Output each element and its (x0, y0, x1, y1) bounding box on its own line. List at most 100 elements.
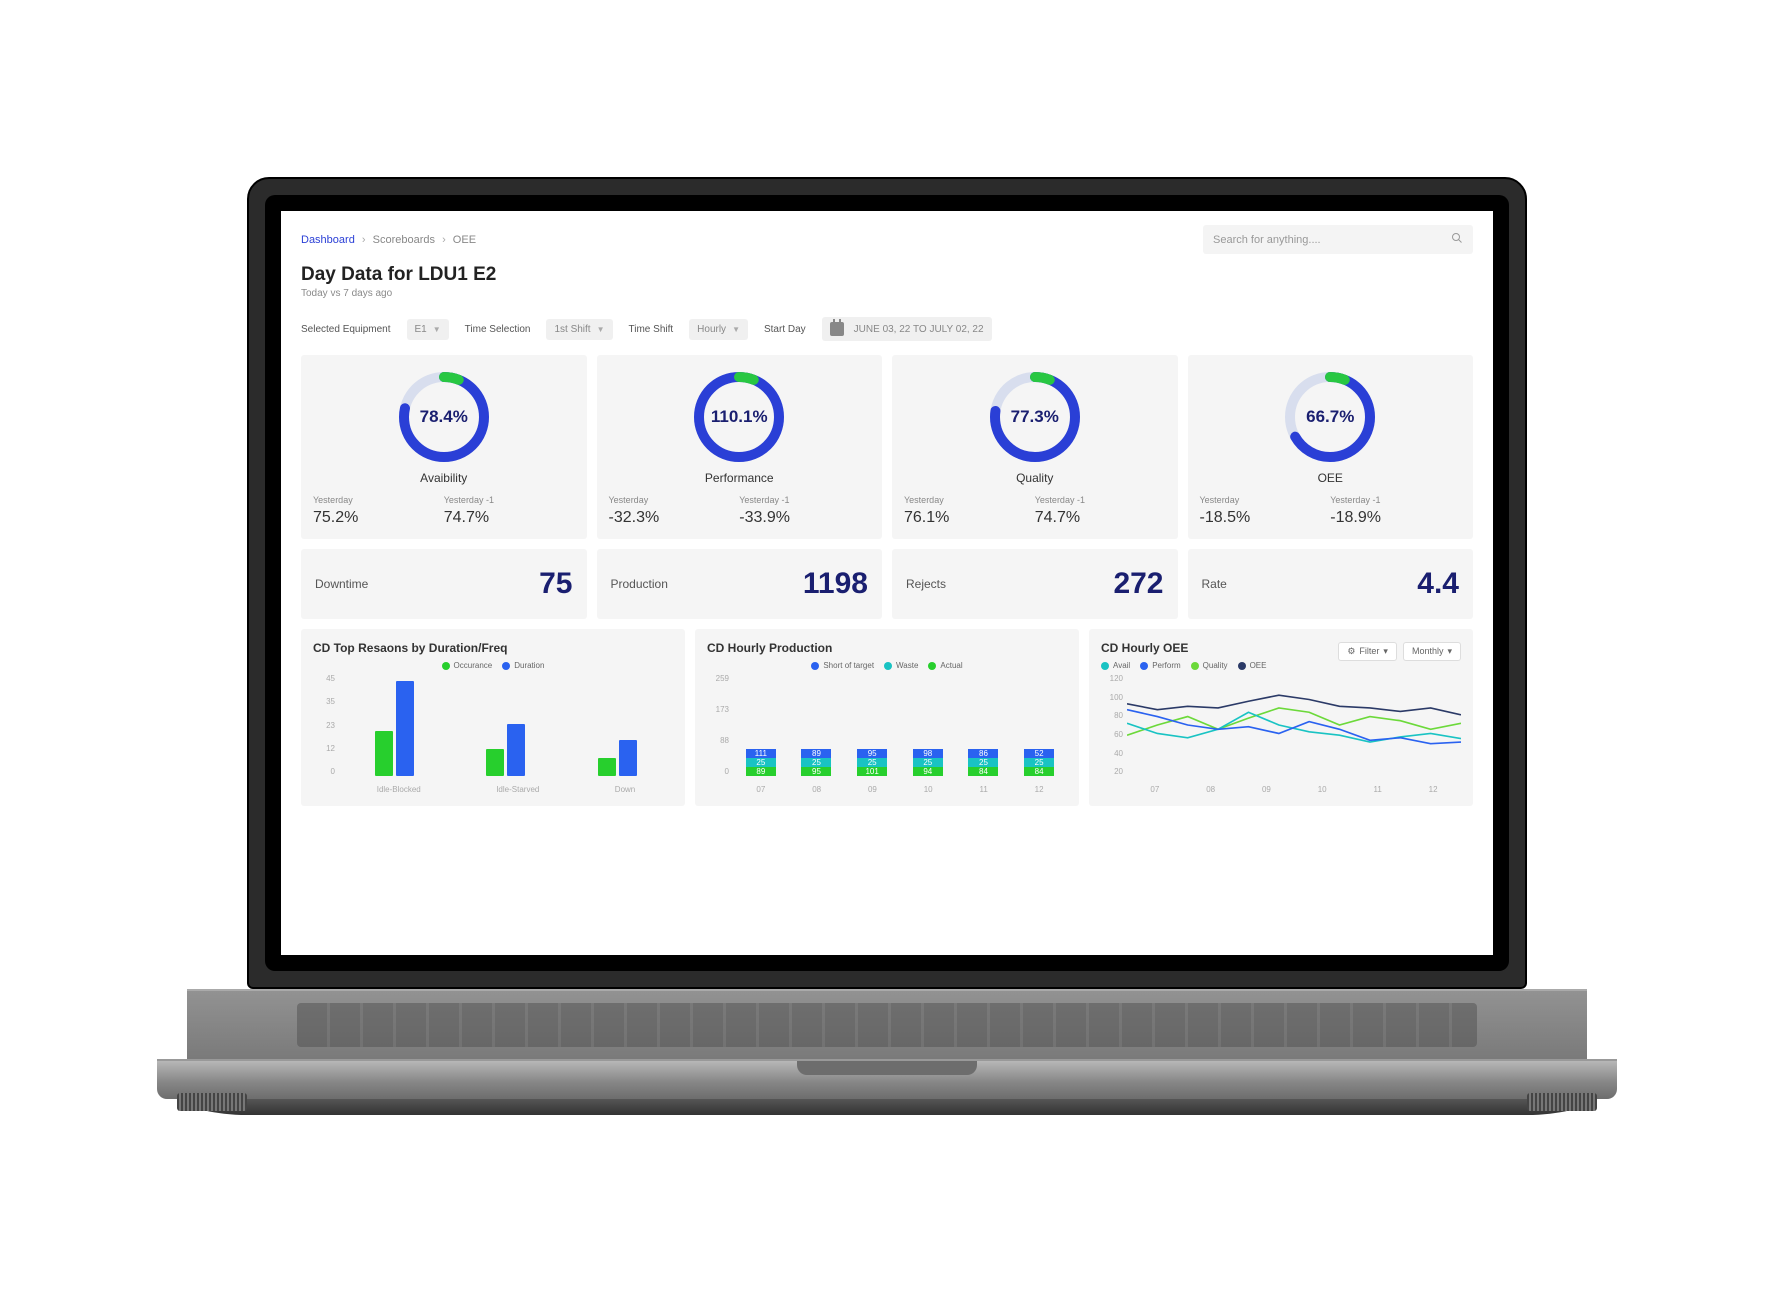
equipment-select[interactable]: E1▼ (407, 319, 449, 340)
yesterday-m1-label: Yesterday -1 (1035, 495, 1166, 505)
seg-short: 95 (857, 749, 887, 758)
chart-reasons-plot: 453523120 Idle-BlockedIdle-StarvedDown (313, 674, 673, 794)
breadcrumb-scoreboards[interactable]: Scoreboards (373, 234, 435, 246)
chevron-down-icon: ▼ (433, 325, 441, 334)
legend-item: Waste (884, 661, 918, 670)
stat-name: Production (611, 577, 668, 591)
time-selection-select[interactable]: 1st Shift▼ (546, 319, 612, 340)
date-range-picker[interactable]: JUNE 03, 22 TO JULY 02, 22 (822, 317, 992, 341)
x-tick: 10 (924, 785, 933, 794)
yesterday-label: Yesterday (609, 495, 740, 505)
stat-card-production: Production 1198 (597, 549, 883, 619)
stat-value: 1198 (803, 567, 868, 601)
y-tick: 0 (313, 767, 335, 776)
yesterday-m1-label: Yesterday -1 (444, 495, 575, 505)
search-placeholder: Search for anything.... (1213, 234, 1321, 246)
chart-reasons-title: CD Top Resaons by Duration/Freq (313, 641, 673, 655)
chart-production-plot: 259173880 89 25 111 95 25 89 101 25 95 9… (707, 674, 1067, 794)
gauge-value: 78.4% (394, 367, 494, 467)
gauge-label: Quality (904, 471, 1166, 485)
legend-item: Short of target (811, 661, 874, 670)
chevron-down-icon: ▾ (1383, 646, 1388, 657)
gauge-cards-row: 78.4% Avaibility Yesterday 75.2% Yesterd… (301, 355, 1473, 539)
seg-actual: 84 (968, 767, 998, 776)
bar-group (598, 674, 637, 776)
time-shift-select[interactable]: Hourly▼ (689, 319, 748, 340)
y-tick: 259 (707, 674, 729, 683)
filter-label-time-selection: Time Selection (465, 324, 531, 335)
stat-name: Rejects (906, 577, 946, 591)
seg-actual: 101 (857, 767, 887, 776)
gauge-oee: 66.7% (1280, 367, 1380, 467)
yesterday-m1-value: 74.7% (444, 509, 575, 527)
chevron-right-icon: › (362, 234, 366, 246)
stat-card-rejects: Rejects 272 (892, 549, 1178, 619)
gauge-value: 77.3% (985, 367, 1085, 467)
x-tick: 11 (1373, 785, 1381, 794)
x-tick: 08 (812, 785, 821, 794)
seg-actual: 94 (913, 767, 943, 776)
chart-production-title: CD Hourly Production (707, 641, 1067, 655)
search-input[interactable]: Search for anything.... (1203, 225, 1473, 254)
x-tick: 09 (1262, 785, 1271, 794)
legend-item: OEE (1238, 661, 1267, 670)
y-tick: 20 (1101, 767, 1123, 776)
charts-row: CD Top Resaons by Duration/Freq Occuranc… (301, 629, 1473, 806)
yesterday-label: Yesterday (904, 495, 1035, 505)
yesterday-label: Yesterday (1200, 495, 1331, 505)
x-tick: 09 (868, 785, 877, 794)
seg-waste: 25 (857, 758, 887, 767)
yesterday-value: -18.5% (1200, 509, 1331, 527)
gauge-value: 110.1% (689, 367, 789, 467)
bar-group (486, 674, 525, 776)
chart-production-card: CD Hourly Production Short of target Wast… (695, 629, 1079, 806)
filter-icon: ⚙ (1347, 646, 1355, 657)
chevron-down-icon: ▼ (732, 325, 740, 334)
gauge-card-quality: 77.3% Quality Yesterday 76.1% Yesterday … (892, 355, 1178, 539)
gauge-performance: 110.1% (689, 367, 789, 467)
x-tick: 07 (756, 785, 765, 794)
seg-short: 89 (801, 749, 831, 758)
gauge-quality: 77.3% (985, 367, 1085, 467)
y-tick: 0 (707, 767, 729, 776)
bar-occurance (375, 731, 393, 776)
x-tick: 12 (1429, 785, 1438, 794)
seg-short: 111 (746, 749, 776, 758)
search-icon (1451, 232, 1463, 247)
stat-name: Rate (1202, 577, 1227, 591)
yesterday-value: 75.2% (313, 509, 444, 527)
x-tick: Idle-Blocked (377, 785, 421, 794)
stat-value: 75 (539, 567, 572, 601)
y-tick: 80 (1101, 711, 1123, 720)
stat-card-rate: Rate 4.4 (1188, 549, 1474, 619)
x-tick: Down (615, 785, 635, 794)
y-tick: 100 (1101, 693, 1123, 702)
x-tick: 10 (1318, 785, 1327, 794)
x-tick: 12 (1035, 785, 1044, 794)
seg-waste: 25 (968, 758, 998, 767)
x-tick: 08 (1206, 785, 1215, 794)
gauge-card-performance: 110.1% Performance Yesterday -32.3% Yest… (597, 355, 883, 539)
gauge-label: Performance (609, 471, 871, 485)
bar-duration (396, 681, 414, 776)
breadcrumb-oee[interactable]: OEE (453, 234, 476, 246)
chart-oee-period-select[interactable]: Monthly▾ (1403, 642, 1461, 661)
bar-group (375, 674, 414, 776)
stacked-bar: 94 25 98 (913, 749, 943, 776)
x-tick: 07 (1150, 785, 1159, 794)
stacked-bar: 101 25 95 (857, 749, 887, 776)
stacked-bar: 95 25 89 (801, 749, 831, 776)
legend-item: Actual (928, 661, 962, 670)
page-title: Day Data for LDU1 E2 (301, 264, 1473, 286)
chart-production-legend: Short of target Waste Actual (707, 661, 1067, 670)
chart-oee-legend: AvailPerformQualityOEE (1101, 661, 1461, 670)
seg-short: 86 (968, 749, 998, 758)
gauge-label: Avaibility (313, 471, 575, 485)
stat-name: Downtime (315, 577, 368, 591)
chevron-right-icon: › (442, 234, 446, 246)
breadcrumb-dashboard[interactable]: Dashboard (301, 234, 355, 246)
y-tick: 12 (313, 744, 335, 753)
bar-duration (619, 740, 637, 776)
chart-oee-filter-button[interactable]: ⚙Filter▾ (1338, 642, 1397, 661)
gauge-label: OEE (1200, 471, 1462, 485)
